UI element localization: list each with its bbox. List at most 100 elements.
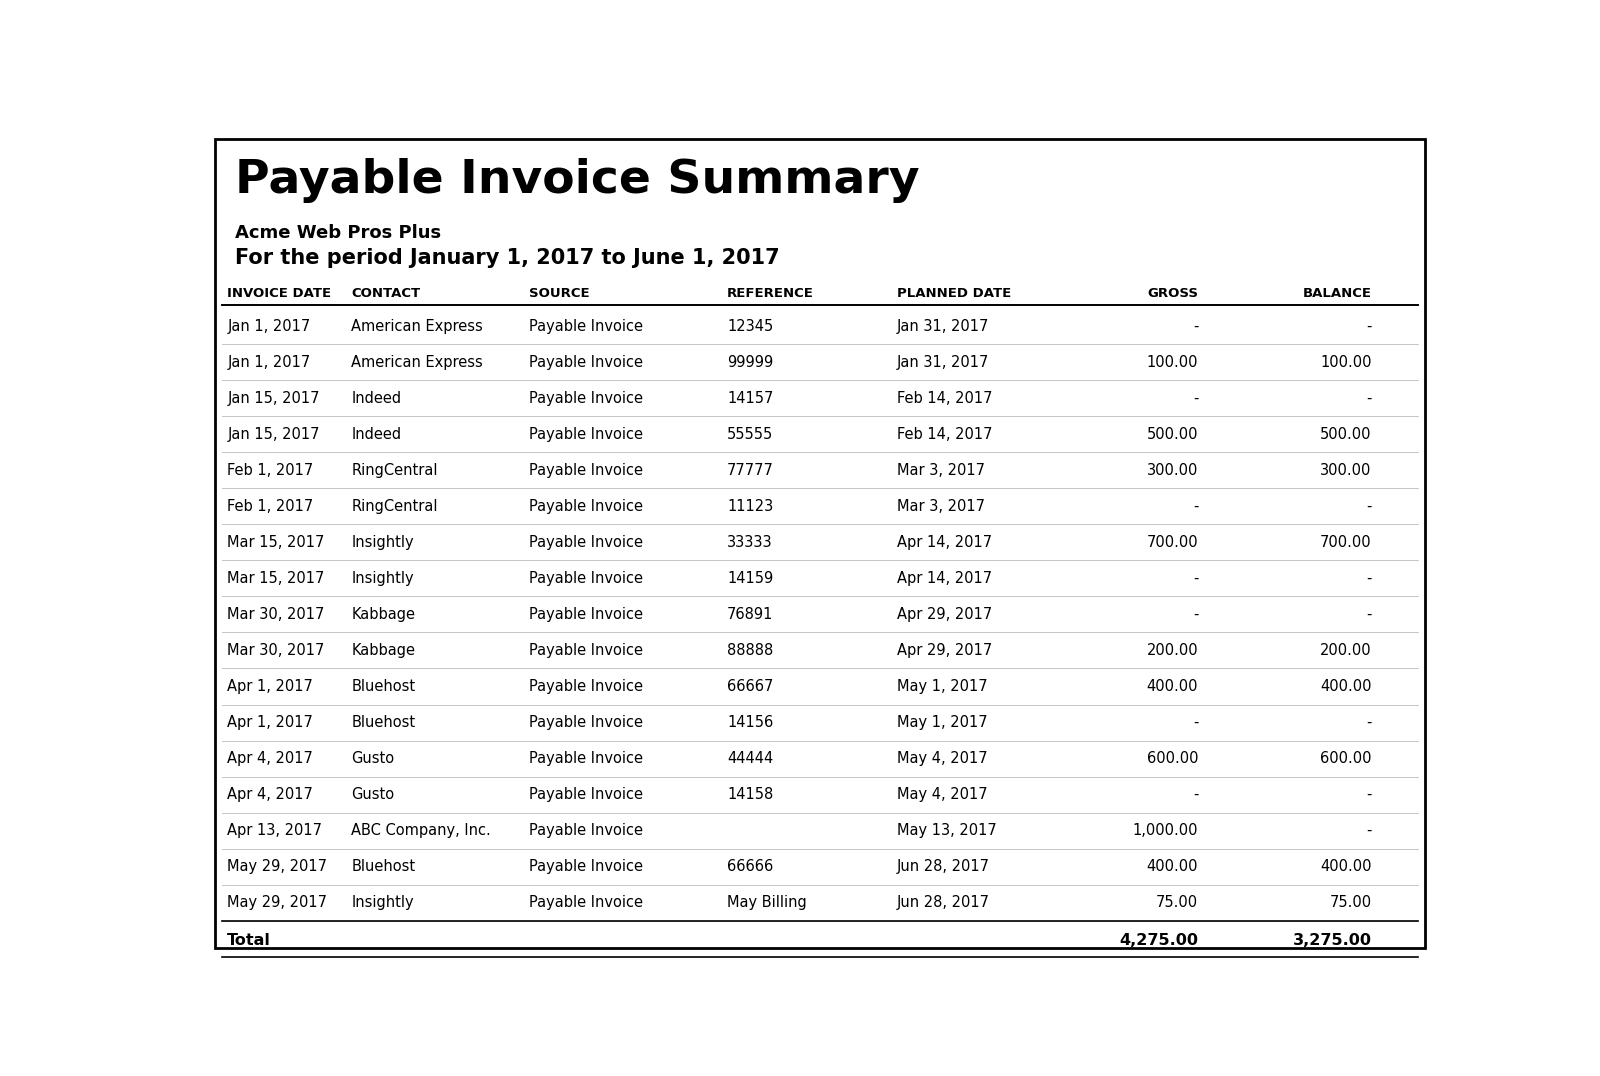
Text: -: - (1194, 318, 1198, 334)
Text: 600.00: 600.00 (1147, 751, 1198, 766)
Text: Payable Invoice: Payable Invoice (528, 860, 643, 874)
Text: 700.00: 700.00 (1147, 535, 1198, 550)
Text: Payable Invoice: Payable Invoice (528, 607, 643, 622)
Text: Mar 30, 2017: Mar 30, 2017 (227, 643, 325, 657)
Text: Insightly: Insightly (352, 571, 414, 586)
Text: SOURCE: SOURCE (528, 286, 589, 299)
Text: Payable Invoice: Payable Invoice (528, 716, 643, 730)
Text: Apr 1, 2017: Apr 1, 2017 (227, 716, 314, 730)
Text: Payable Invoice: Payable Invoice (528, 463, 643, 478)
Text: -: - (1366, 318, 1371, 334)
Text: -: - (1194, 571, 1198, 586)
Text: Gusto: Gusto (352, 788, 395, 802)
Text: Total: Total (227, 933, 270, 948)
Text: Jan 15, 2017: Jan 15, 2017 (227, 391, 320, 406)
Text: Jan 1, 2017: Jan 1, 2017 (227, 318, 310, 334)
Text: 400.00: 400.00 (1320, 860, 1371, 874)
Text: 3,275.00: 3,275.00 (1293, 933, 1371, 948)
Text: 66666: 66666 (726, 860, 773, 874)
Text: Apr 14, 2017: Apr 14, 2017 (898, 535, 992, 550)
Text: 75.00: 75.00 (1157, 895, 1198, 910)
Text: Payable Invoice: Payable Invoice (528, 788, 643, 802)
Text: 55555: 55555 (726, 427, 773, 442)
Text: American Express: American Express (352, 318, 483, 334)
Text: Insightly: Insightly (352, 895, 414, 910)
Text: Mar 30, 2017: Mar 30, 2017 (227, 607, 325, 622)
Text: May 4, 2017: May 4, 2017 (898, 751, 987, 766)
Text: RingCentral: RingCentral (352, 499, 438, 514)
Text: Bluehost: Bluehost (352, 716, 416, 730)
Text: Insightly: Insightly (352, 535, 414, 550)
Text: Payable Invoice: Payable Invoice (528, 823, 643, 838)
Text: 100.00: 100.00 (1147, 355, 1198, 370)
Text: Jun 28, 2017: Jun 28, 2017 (898, 895, 990, 910)
Text: RingCentral: RingCentral (352, 463, 438, 478)
Text: Mar 15, 2017: Mar 15, 2017 (227, 535, 325, 550)
Text: -: - (1366, 716, 1371, 730)
Text: 200.00: 200.00 (1147, 643, 1198, 657)
Text: Apr 4, 2017: Apr 4, 2017 (227, 788, 314, 802)
Text: Feb 14, 2017: Feb 14, 2017 (898, 427, 992, 442)
Text: Payable Invoice: Payable Invoice (528, 427, 643, 442)
Text: Payable Invoice: Payable Invoice (528, 643, 643, 657)
Text: May 1, 2017: May 1, 2017 (898, 679, 987, 694)
Text: Kabbage: Kabbage (352, 643, 416, 657)
Text: -: - (1366, 391, 1371, 406)
Text: May 29, 2017: May 29, 2017 (227, 895, 328, 910)
Text: Mar 3, 2017: Mar 3, 2017 (898, 463, 986, 478)
Text: 14157: 14157 (726, 391, 773, 406)
Text: Bluehost: Bluehost (352, 679, 416, 694)
Text: -: - (1366, 571, 1371, 586)
Text: Bluehost: Bluehost (352, 860, 416, 874)
Text: Payable Invoice: Payable Invoice (528, 751, 643, 766)
Text: Feb 1, 2017: Feb 1, 2017 (227, 463, 314, 478)
Text: Apr 13, 2017: Apr 13, 2017 (227, 823, 322, 838)
Text: Payable Invoice: Payable Invoice (528, 571, 643, 586)
Text: Apr 4, 2017: Apr 4, 2017 (227, 751, 314, 766)
Text: Jun 28, 2017: Jun 28, 2017 (898, 860, 990, 874)
Text: 14158: 14158 (726, 788, 773, 802)
Text: Feb 14, 2017: Feb 14, 2017 (898, 391, 992, 406)
Text: -: - (1366, 823, 1371, 838)
Text: -: - (1194, 499, 1198, 514)
Text: 400.00: 400.00 (1147, 679, 1198, 694)
Text: May 1, 2017: May 1, 2017 (898, 716, 987, 730)
Text: 14156: 14156 (726, 716, 773, 730)
Text: Indeed: Indeed (352, 391, 402, 406)
FancyBboxPatch shape (214, 139, 1426, 948)
Text: 4,275.00: 4,275.00 (1120, 933, 1198, 948)
Text: 300.00: 300.00 (1147, 463, 1198, 478)
Text: REFERENCE: REFERENCE (726, 286, 814, 299)
Text: For the period January 1, 2017 to June 1, 2017: For the period January 1, 2017 to June 1… (235, 247, 779, 268)
Text: 88888: 88888 (726, 643, 773, 657)
Text: 200.00: 200.00 (1320, 643, 1371, 657)
Text: Kabbage: Kabbage (352, 607, 416, 622)
Text: Acme Web Pros Plus: Acme Web Pros Plus (235, 225, 442, 242)
Text: 44444: 44444 (726, 751, 773, 766)
Text: Indeed: Indeed (352, 427, 402, 442)
Text: 600.00: 600.00 (1320, 751, 1371, 766)
Text: Jan 1, 2017: Jan 1, 2017 (227, 355, 310, 370)
Text: Payable Invoice Summary: Payable Invoice Summary (235, 158, 920, 203)
Text: Feb 1, 2017: Feb 1, 2017 (227, 499, 314, 514)
Text: GROSS: GROSS (1147, 286, 1198, 299)
Text: -: - (1194, 716, 1198, 730)
Text: 77777: 77777 (726, 463, 774, 478)
Text: 400.00: 400.00 (1320, 679, 1371, 694)
Text: 33333: 33333 (726, 535, 773, 550)
Text: PLANNED DATE: PLANNED DATE (898, 286, 1011, 299)
Text: 76891: 76891 (726, 607, 773, 622)
Text: Payable Invoice: Payable Invoice (528, 499, 643, 514)
Text: Payable Invoice: Payable Invoice (528, 895, 643, 910)
Text: Apr 1, 2017: Apr 1, 2017 (227, 679, 314, 694)
Text: 11123: 11123 (726, 499, 773, 514)
Text: -: - (1194, 788, 1198, 802)
Text: Payable Invoice: Payable Invoice (528, 318, 643, 334)
Text: 14159: 14159 (726, 571, 773, 586)
Text: Jan 31, 2017: Jan 31, 2017 (898, 318, 989, 334)
Text: 400.00: 400.00 (1147, 860, 1198, 874)
Text: 1,000.00: 1,000.00 (1133, 823, 1198, 838)
Text: 100.00: 100.00 (1320, 355, 1371, 370)
Text: BALANCE: BALANCE (1302, 286, 1371, 299)
Text: 66667: 66667 (726, 679, 773, 694)
